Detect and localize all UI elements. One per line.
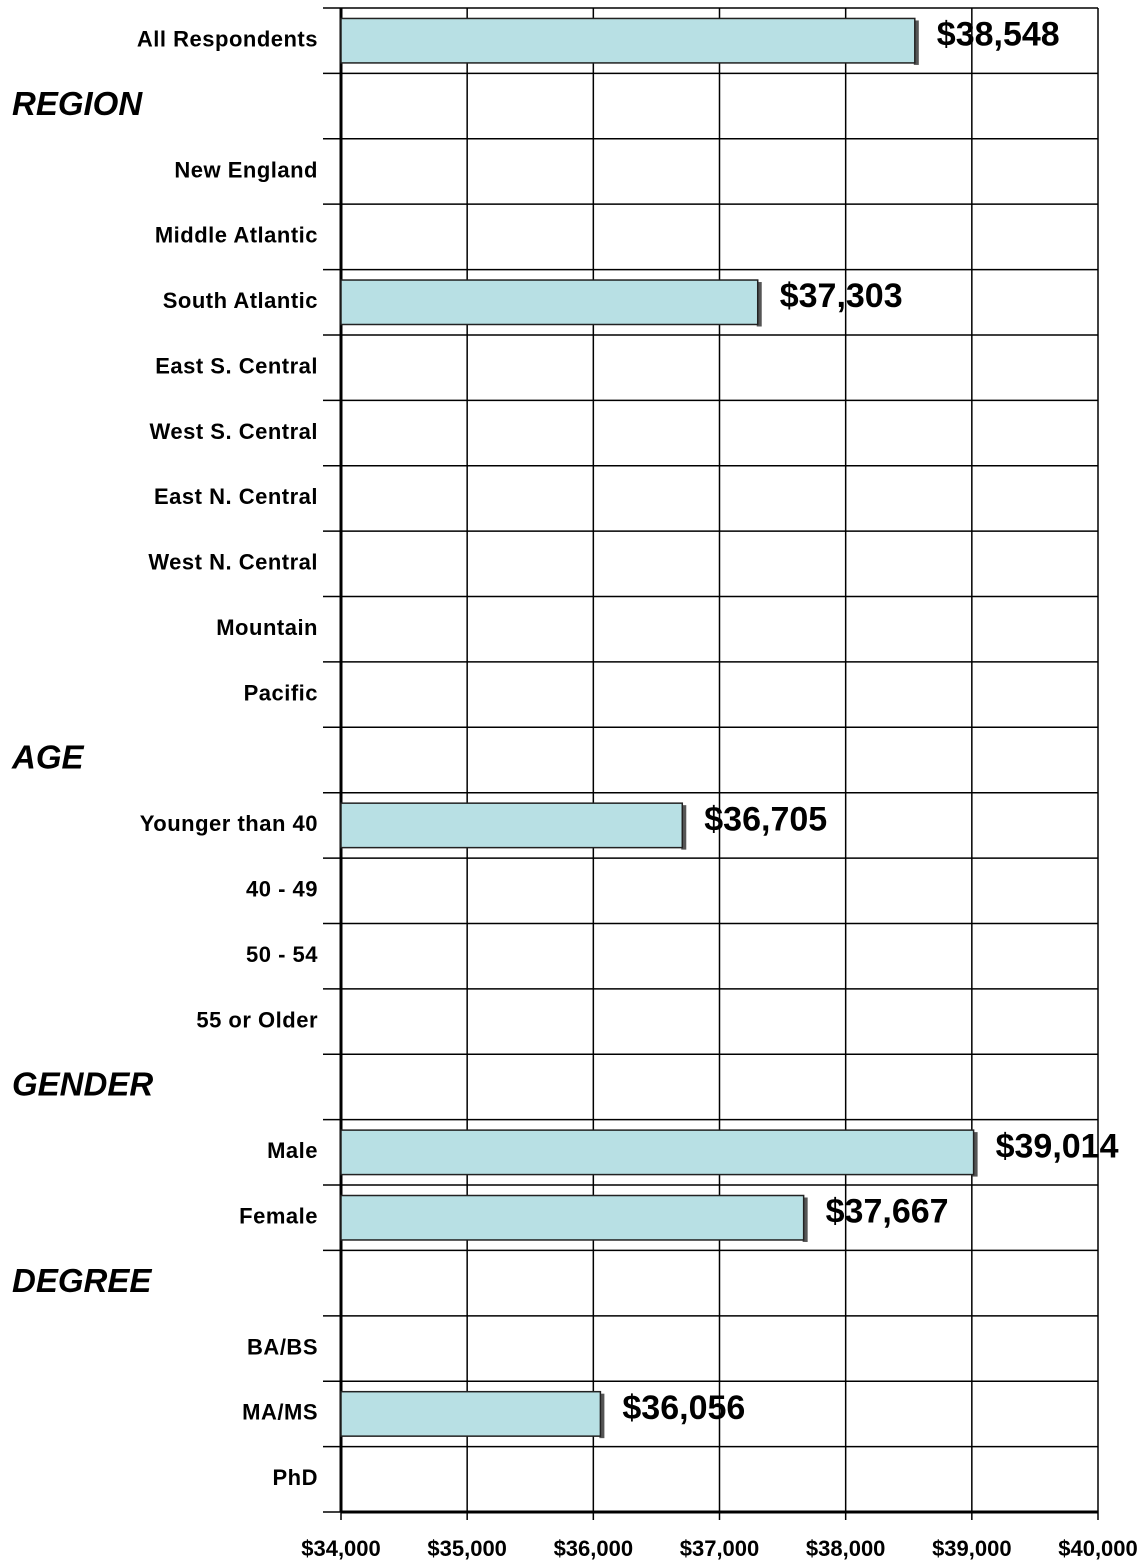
data-label: $39,014 — [996, 1127, 1119, 1165]
y-tick-label: Male — [267, 1138, 318, 1163]
x-tick-label: $35,000 — [427, 1536, 507, 1561]
data-label: $36,056 — [622, 1389, 745, 1427]
bar-shadow — [599, 1393, 605, 1439]
y-tick-label: Middle Atlantic — [155, 223, 318, 248]
data-label: $37,667 — [826, 1193, 949, 1231]
bar-shadow — [802, 1197, 808, 1242]
bar — [340, 1129, 975, 1176]
data-label: $37,303 — [780, 277, 903, 315]
bar-shadow — [972, 1132, 978, 1177]
y-tick-label: 55 or Older — [196, 1007, 318, 1032]
y-tick-label: Pacific — [244, 680, 318, 705]
data-label: $38,548 — [937, 16, 1060, 54]
y-tick-label: East S. Central — [155, 353, 318, 378]
y-tick-label: East N. Central — [154, 484, 318, 509]
y-tick-label: MA/MS — [242, 1400, 318, 1425]
bar-shadow — [756, 282, 762, 327]
y-tick-label: BA/BS — [247, 1334, 318, 1359]
bar-shadow — [681, 805, 687, 850]
y-tick-label: Female — [239, 1204, 318, 1229]
bar-shadow — [913, 20, 919, 65]
x-tick-label: $38,000 — [806, 1536, 886, 1561]
bar — [340, 802, 684, 849]
x-tick-label: $39,000 — [932, 1536, 1012, 1561]
data-label: $36,705 — [704, 800, 827, 838]
y-tick-label: Younger than 40 — [140, 811, 318, 836]
group-header: GENDER — [12, 1066, 153, 1103]
group-header: AGE — [11, 739, 85, 776]
x-tick-label: $40,000 — [1058, 1536, 1138, 1561]
group-header: REGION — [12, 85, 143, 122]
x-tick-label: $36,000 — [554, 1536, 634, 1561]
bar — [340, 279, 759, 326]
y-tick-label: 50 - 54 — [246, 942, 318, 967]
x-tick-label: $34,000 — [301, 1536, 381, 1561]
y-tick-label: 40 - 49 — [246, 877, 318, 902]
bar — [340, 1194, 805, 1241]
bar — [340, 1390, 602, 1437]
y-tick-label: New England — [174, 157, 318, 182]
y-tick-label: PhD — [273, 1465, 319, 1490]
group-header: DEGREE — [12, 1262, 152, 1299]
bar — [340, 17, 916, 64]
y-tick-label: West N. Central — [148, 550, 318, 575]
y-tick-label: West S. Central — [150, 419, 318, 444]
y-tick-label: All Respondents — [137, 27, 318, 52]
y-tick-label: Mountain — [216, 615, 318, 640]
y-tick-label: South Atlantic — [163, 288, 318, 313]
x-tick-label: $37,000 — [680, 1536, 760, 1561]
